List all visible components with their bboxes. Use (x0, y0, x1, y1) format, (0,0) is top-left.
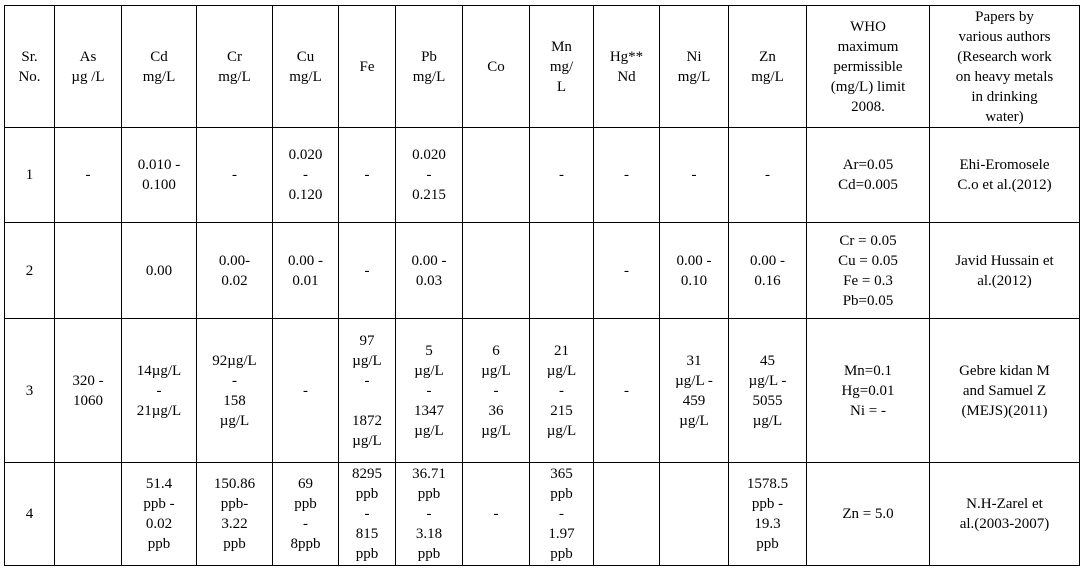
cell-cu: 0.00 - 0.01 (272, 222, 339, 319)
cell-as (54, 462, 122, 566)
header-pb: Pb mg/L (395, 5, 463, 128)
table-row: 4 51.4 ppb - 0.02 ppb 150.86 ppb- 3.22 ppb… (4, 462, 1080, 566)
cell-cu: 69 ppb - 8ppb (272, 462, 339, 566)
cell-cr: 0.00- 0.02 (196, 222, 273, 319)
cell-mn (529, 222, 594, 319)
cell-pb: 5 µg/L - 1347 µg/L (395, 318, 463, 463)
header-papers: Papers by various authors (Research work… (929, 5, 1080, 128)
cell-who-limit: Mn=0.1 Hg=0.01 Ni = - (806, 318, 930, 463)
header-cu: Cu mg/L (272, 5, 339, 128)
cell-mn: 21 µg/L - 215 µg/L (529, 318, 594, 463)
header-who-limit: WHO maximum permissible (mg/L) limit 200… (806, 5, 930, 128)
cell-who-limit: Cr = 0.05 Cu = 0.05 Fe = 0.3 Pb=0.05 (806, 222, 930, 319)
header-cd: Cd mg/L (121, 5, 197, 128)
cell-mn: 365 ppb - 1.97 ppb (529, 462, 594, 566)
cell-ni: - (659, 127, 729, 223)
cell-co (462, 222, 530, 319)
cell-as: 320 - 1060 (54, 318, 122, 463)
header-ni: Ni mg/L (659, 5, 729, 128)
header-fe: Fe (338, 5, 396, 128)
cell-sr-no: 3 (4, 318, 55, 463)
cell-pb: 0.00 - 0.03 (395, 222, 463, 319)
cell-as (54, 222, 122, 319)
cell-sr-no: 2 (4, 222, 55, 319)
heavy-metals-table: Sr. No. As µg /L Cd mg/L Cr mg/L Cu mg/L Fe Pb… (4, 5, 1080, 566)
cell-cd: 0.010 - 0.100 (121, 127, 197, 223)
cell-co (462, 127, 530, 223)
header-row: Sr. No. As µg /L Cd mg/L Cr mg/L Cu mg/L Fe Pb… (4, 5, 1080, 128)
cell-co: - (462, 462, 530, 566)
table-row: 3 320 - 1060 14µg/L - 21µg/L 92µg/L - 158 µ… (4, 318, 1080, 463)
cell-cd: 14µg/L - 21µg/L (121, 318, 197, 463)
table-row: 2 0.00 0.00- 0.02 0.00 - 0.01-0.00 - 0.03-0… (4, 222, 1080, 319)
header-as: As µg /L (54, 5, 122, 128)
cell-cu: - (272, 318, 339, 463)
cell-fe: - (338, 222, 396, 319)
table-row: 1-0.010 - 0.100-0.020 - 0.120-0.020 - 0.… (4, 127, 1080, 223)
cell-cr: 92µg/L - 158 µg/L (196, 318, 273, 463)
header-co: Co (462, 5, 530, 128)
cell-zn: 45 µg/L - 5055 µg/L (728, 318, 807, 463)
cell-sr-no: 4 (4, 462, 55, 566)
cell-zn: - (728, 127, 807, 223)
header-cr: Cr mg/L (196, 5, 273, 128)
cell-fe: 97 µg/L - 1872 µg/L (338, 318, 396, 463)
cell-papers: N.H-Zarel et al.(2003-2007) (929, 462, 1080, 566)
cell-fe: 8295 ppb - 815 ppb (338, 462, 396, 566)
cell-who-limit: Ar=0.05 Cd=0.005 (806, 127, 930, 223)
cell-papers: Gebre kidan M and Samuel Z (MEJS)(2011) (929, 318, 1080, 463)
cell-cd: 0.00 (121, 222, 197, 319)
cell-hg: - (593, 222, 660, 319)
cell-hg (593, 462, 660, 566)
header-zn: Zn mg/L (728, 5, 807, 128)
cell-cd: 51.4 ppb - 0.02 ppb (121, 462, 197, 566)
cell-papers: Ehi-Eromosele C.o et al.(2012) (929, 127, 1080, 223)
cell-fe: - (338, 127, 396, 223)
header-sr-no: Sr. No. (4, 5, 55, 128)
cell-cu: 0.020 - 0.120 (272, 127, 339, 223)
cell-pb: 0.020 - 0.215 (395, 127, 463, 223)
cell-hg: - (593, 318, 660, 463)
cell-zn: 1578.5 ppb - 19.3 ppb (728, 462, 807, 566)
cell-cr: - (196, 127, 273, 223)
cell-hg: - (593, 127, 660, 223)
cell-ni (659, 462, 729, 566)
header-hg: Hg** Nd (593, 5, 660, 128)
cell-sr-no: 1 (4, 127, 55, 223)
cell-cr: 150.86 ppb- 3.22 ppb (196, 462, 273, 566)
cell-zn: 0.00 - 0.16 (728, 222, 807, 319)
cell-who-limit: Zn = 5.0 (806, 462, 930, 566)
header-mn: Mn mg/ L (529, 5, 594, 128)
cell-pb: 36.71 ppb - 3.18 ppb (395, 462, 463, 566)
cell-ni: 0.00 - 0.10 (659, 222, 729, 319)
cell-mn: - (529, 127, 594, 223)
cell-as: - (54, 127, 122, 223)
cell-papers: Javid Hussain et al.(2012) (929, 222, 1080, 319)
cell-co: 6 µg/L - 36 µg/L (462, 318, 530, 463)
cell-ni: 31 µg/L - 459 µg/L (659, 318, 729, 463)
